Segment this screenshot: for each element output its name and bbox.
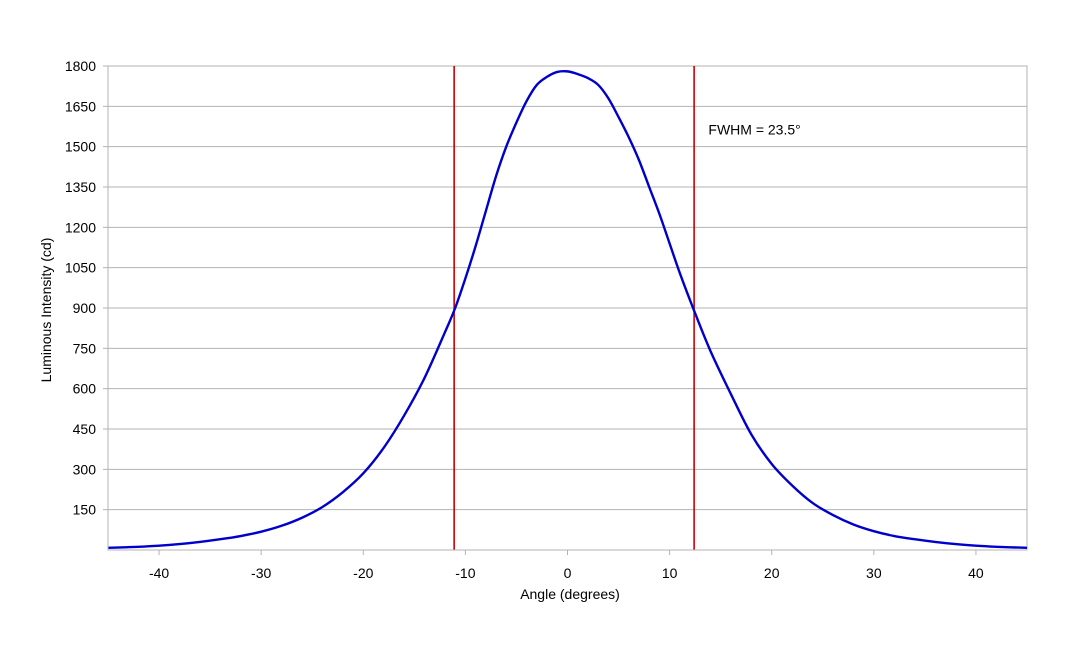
x-tick-label: 30 xyxy=(866,565,882,581)
x-tick-label: -30 xyxy=(251,565,271,581)
series-layer xyxy=(107,69,1028,550)
y-axis: 150 300 450 600 750 900 1050 1200 1350 1500 1650 18… xyxy=(65,58,109,550)
y-tick-label: 750 xyxy=(73,340,97,356)
x-axis-title: Angle (degrees) xyxy=(520,586,620,602)
intensity-curve xyxy=(107,69,1028,550)
y-tick-label: 1350 xyxy=(65,179,96,195)
x-tick-label: 20 xyxy=(764,565,780,581)
y-axis-title: Luminous Intensity (cd) xyxy=(38,238,54,383)
x-tick-label: 10 xyxy=(662,565,678,581)
y-tick-label: 1050 xyxy=(65,260,96,276)
y-tick-label: 450 xyxy=(73,421,97,437)
x-tick-label: -20 xyxy=(353,565,373,581)
x-tick-label: -40 xyxy=(149,565,169,581)
y-tick-label: 300 xyxy=(73,461,97,477)
x-axis: -40 -30 -20 -10 0 10 20 30 40 xyxy=(108,549,1027,581)
x-tick-label: 0 xyxy=(564,565,572,581)
y-tick-label: 150 xyxy=(73,502,97,518)
y-tick-label: 1500 xyxy=(65,139,96,155)
annotations: FWHM = 23.5° xyxy=(708,122,800,138)
y-tick-label: 900 xyxy=(73,300,97,316)
y-tick-label: 1800 xyxy=(65,58,96,74)
y-tick-label: 1650 xyxy=(65,98,96,114)
fwhm-annotation: FWHM = 23.5° xyxy=(708,122,800,138)
x-tick-label: -10 xyxy=(455,565,475,581)
y-tick-label: 600 xyxy=(73,381,97,397)
grid-lines xyxy=(108,65,1027,511)
x-tick-label: 40 xyxy=(968,565,984,581)
y-tick-label: 1200 xyxy=(65,219,96,235)
